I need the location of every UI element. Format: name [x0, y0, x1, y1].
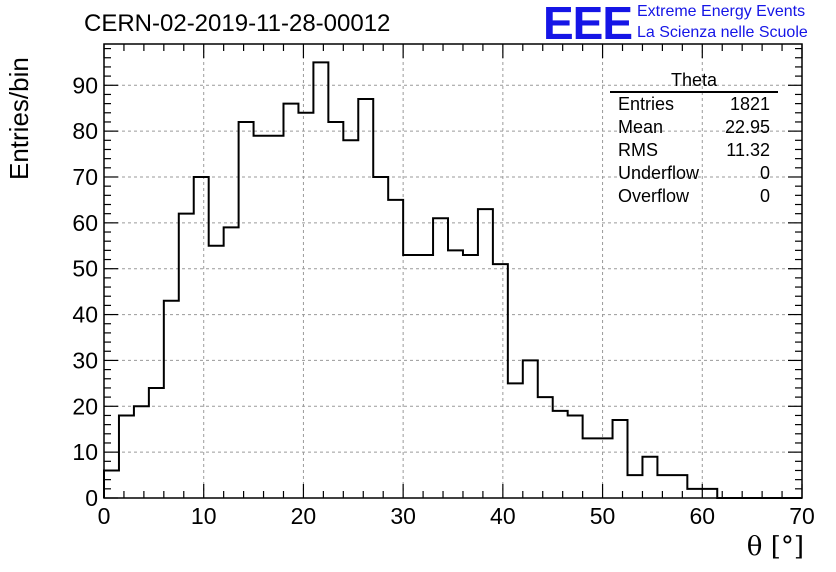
y-tick-label: 0	[85, 485, 98, 511]
x-tick-label: 30	[390, 503, 416, 529]
axis-ticks	[103, 44, 803, 499]
y-tick-label: 90	[72, 72, 98, 98]
logo-subtitle-1: Extreme Energy Events	[637, 3, 806, 20]
x-tick-label: 40	[490, 503, 516, 529]
stats-row-overflow: Overflow 0	[610, 185, 778, 208]
y-tick-label: 50	[72, 256, 98, 282]
y-tick-label: 70	[72, 164, 98, 190]
x-tick-label: 50	[590, 503, 616, 529]
y-tick-label: 80	[72, 118, 98, 144]
stats-value: 11.32	[726, 140, 770, 160]
grid	[104, 44, 802, 498]
stats-row-underflow: Underflow 0	[610, 162, 778, 185]
stats-title: Theta	[610, 70, 778, 93]
tick-labels: 0 10 20 30 40 50 60 70 0 10 20 30 40 50 60 70 80 90	[72, 72, 814, 529]
stats-row-rms: RMS 11.32	[610, 139, 778, 162]
y-tick-label: 40	[72, 302, 98, 328]
stats-value: 1821	[729, 94, 770, 114]
eee-logo: EEE	[543, 0, 633, 49]
plot-frame	[103, 43, 803, 499]
stats-row-mean: Mean 22.95	[610, 116, 778, 139]
y-tick-label: 60	[72, 210, 98, 236]
stats-label: Entries	[618, 94, 675, 114]
x-tick-label: 0	[98, 503, 111, 529]
stats-value: 0	[759, 163, 770, 183]
x-axis-label: θ [°]	[746, 532, 804, 562]
y-tick-label: 10	[72, 439, 98, 465]
y-tick-label: 30	[72, 347, 98, 373]
stats-label: Underflow	[618, 163, 700, 183]
y-axis-label: Entries/bin	[4, 57, 34, 180]
logo-subtitle-2: La Scienza nelle Scuole	[637, 24, 808, 41]
x-tick-label: 60	[689, 503, 715, 529]
stats-value: 0	[759, 186, 770, 206]
histogram-series-line	[103, 61, 802, 499]
stats-value: 22.95	[724, 117, 770, 137]
x-tick-label: 10	[191, 503, 217, 529]
stats-label: Overflow	[618, 186, 690, 206]
stats-box: Theta Entries 1821 Mean 22.95 RMS 11.32 …	[610, 70, 778, 208]
chart-title: CERN-02-2019-11-28-00012	[84, 10, 391, 37]
x-tick-label: 20	[291, 503, 317, 529]
stats-label: RMS	[618, 140, 658, 160]
x-tick-label: 70	[789, 503, 815, 529]
stats-row-entries: Entries 1821	[610, 93, 778, 116]
y-tick-label: 20	[72, 393, 98, 419]
stats-label: Mean	[618, 117, 664, 137]
